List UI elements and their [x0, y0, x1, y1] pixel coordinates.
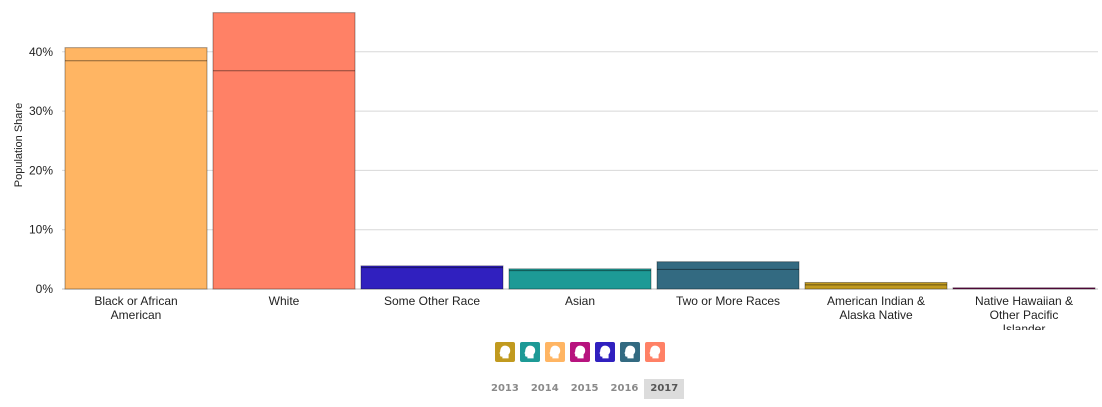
race-color-legend — [495, 342, 665, 362]
year-option-2015[interactable]: 2015 — [570, 383, 599, 394]
x-category-label: Native Hawaiian & Other Pacific Islander — [975, 294, 1073, 330]
y-tick-label: 0% — [36, 282, 54, 296]
bar[interactable] — [952, 287, 1096, 290]
year-option-2013[interactable]: 2013 — [491, 383, 519, 394]
person-head-icon[interactable] — [495, 342, 515, 362]
person-head-icon[interactable] — [520, 342, 540, 362]
bar[interactable] — [804, 281, 948, 290]
year-option-2016[interactable]: 2016 — [610, 383, 639, 394]
bars — [64, 12, 1096, 290]
y-tick-label: 40% — [29, 45, 53, 59]
person-head-icon[interactable] — [595, 342, 615, 362]
y-tick-label: 10% — [29, 223, 53, 237]
year-selector: 2013 2014 2015 2016 2017 — [485, 379, 685, 399]
person-head-icon[interactable] — [570, 342, 590, 362]
y-axis-label: Population Share — [13, 103, 25, 187]
y-tick-label: 30% — [29, 104, 53, 118]
bar[interactable] — [508, 268, 652, 290]
bar[interactable] — [64, 47, 208, 290]
x-category-label: Black or African American — [94, 294, 177, 322]
bar[interactable] — [360, 265, 504, 290]
bar[interactable] — [212, 12, 356, 290]
x-category-label: Some Other Race — [384, 294, 480, 308]
x-category-label: Two or More Races — [676, 294, 780, 308]
x-category-label: Asian — [565, 294, 595, 308]
x-axis-labels: Black or African American White Some Other … — [94, 294, 1073, 330]
person-head-icon[interactable] — [645, 342, 665, 362]
person-head-icon[interactable] — [620, 342, 640, 362]
year-option-2017[interactable]: 2017 — [644, 379, 685, 399]
x-category-label: American Indian & Alaska Native — [827, 294, 925, 322]
y-axis-ticks: 0% 10% 20% 30% 40% — [29, 45, 53, 296]
bar[interactable] — [656, 261, 800, 290]
bar-chart: 0% 10% 20% 30% 40% Black or African American W… — [13, 12, 1098, 330]
x-category-label: White — [269, 294, 300, 308]
y-tick-label: 20% — [29, 163, 53, 177]
person-head-icon[interactable] — [545, 342, 565, 362]
year-option-2014[interactable]: 2014 — [530, 383, 559, 394]
